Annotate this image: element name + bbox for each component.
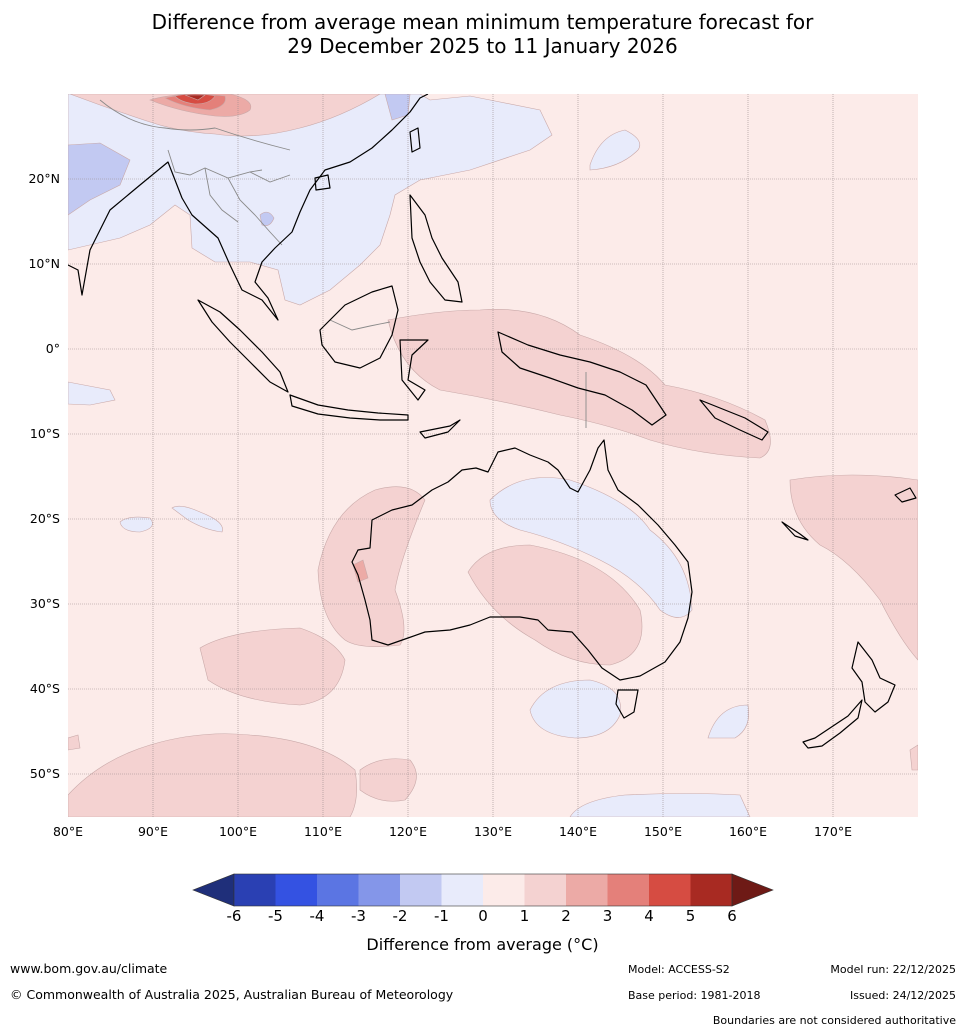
colorbar-segment [317,874,359,906]
colorbar [192,873,774,907]
colorbar-segment [607,874,649,906]
coastlines [68,94,917,749]
latitude-label: 20°S [29,511,60,527]
graticule [68,94,918,817]
colorbar-segment [483,874,525,906]
longitude-label: 160°E [728,824,767,839]
colorbar-segment [649,874,691,906]
tasmania-coastline [615,689,639,719]
colorbar-tick-label: 0 [478,907,488,925]
colorbar-segment [566,874,608,906]
colorbar-segment [690,874,732,906]
solomon-islands-coastline [699,399,769,441]
anomaly-fields [68,94,918,817]
cool-anomaly-indian-3 [171,505,223,533]
footer-model: Model: ACCESS-S2 [628,963,730,976]
timor-coastline [419,419,461,439]
warm-anomaly-southwest [68,733,357,817]
mainland-asia-coastline [68,94,429,321]
latitude-label: 10°S [29,426,60,442]
colorbar-tick-label: 1 [519,907,530,925]
longitude-label: 170°E [813,824,852,839]
warm-anomaly-south-central [359,758,417,802]
cool-anomaly-far-south [569,793,751,817]
longitude-label: 120°E [388,824,427,839]
footer-base-period: Base period: 1981-2018 [628,989,761,1002]
warm-anomaly-maritime-continent [387,309,771,459]
cool-anomaly-southern-ocean [529,679,621,739]
colorbar-segment [275,874,317,906]
colorbar-tick-label: -1 [434,907,449,925]
footer-model-run: Model run: 22/12/2025 [830,963,956,976]
cool-anomaly-northern-australia [489,477,693,618]
latitude-label: 30°S [29,596,60,612]
cool-anomaly-indian-west [68,381,116,406]
footer-website-link[interactable]: www.bom.gov.au/climate [10,961,168,976]
longitude-label: 130°E [473,824,512,839]
borneo-coastline [319,285,399,369]
philippines-coastline [409,194,463,303]
latitude-label: 20°N [28,171,60,187]
colorbar-tick-label: 3 [602,907,613,925]
colorbar-tick-label: -3 [351,907,366,925]
colorbar-tick-label: -2 [392,907,408,925]
new-zealand-north-island [851,641,896,713]
colorbar-tick-label: -4 [309,907,325,925]
colorbar-tick-label: 6 [727,907,737,925]
latitude-label: 0° [45,341,60,357]
longitude-label: 150°E [643,824,682,839]
footer-copyright: © Commonwealth of Australia 2025, Austra… [10,987,454,1002]
new-caledonia-coastline [781,521,809,541]
colorbar-tick-label: 4 [644,907,654,925]
colorbar-title: Difference from average (°C) [366,935,599,954]
warm-anomaly-southern-australia [467,544,643,666]
new-zealand-south-island [802,699,863,749]
warm-anomaly-pacific-east [789,474,918,661]
colorbar-segment [234,874,276,906]
longitude-label: 80°E [52,824,84,839]
cool-anomaly-pacific-north [589,129,641,171]
warm-anomaly-tasman-east [909,744,918,771]
longitude-label: 100°E [218,824,257,839]
colorbar-tick-label: 5 [685,907,696,925]
latitude-label: 50°S [29,766,60,782]
latitude-label: 40°S [29,681,60,697]
footer-issued: Issued: 24/12/2025 [849,989,956,1002]
country-borders [99,99,587,428]
warm-anomaly-western-australia [317,486,426,647]
hainan-coastline [314,174,331,191]
java-coastline [289,394,409,421]
australia-coastline [351,439,693,681]
colorbar-extend-high [731,873,774,907]
colorbar-segment [400,874,442,906]
new-guinea-coastline [497,331,667,426]
colorbar-tick-label: -6 [226,907,242,925]
map-title-line-1: Difference from average mean minimum tem… [151,10,814,34]
colorbar-outline [233,873,733,907]
cool-anomaly-tasman [707,704,749,739]
fiji-coastline [894,487,917,503]
colorbar-tick-label: 2 [561,907,571,925]
warm-anomaly-indian-edge [68,734,81,751]
map-title-line-2: 29 December 2025 to 11 January 2026 [287,34,678,58]
cool-anomaly-south-china-sea [68,94,553,306]
longitude-label: 90°E [137,824,169,839]
sumatra-coastline [197,299,289,393]
warm-anomaly-hotspot-core [184,94,206,101]
colorbar-extend-low [192,873,235,907]
colorbar-segment [524,874,566,906]
longitude-label: 110°E [303,824,342,839]
sulawesi-coastline [399,339,429,401]
longitude-label: 140°E [558,824,597,839]
cool-anomaly-indian-2 [119,516,153,533]
taiwan-coastline [409,127,421,153]
warm-anomaly-sw-coast [352,559,369,583]
latitude-label: 10°N [28,256,60,272]
footer-disclaimer: Boundaries are not considered authoritat… [712,1014,956,1027]
warm-anomaly-indian-south [199,627,346,706]
colorbar-segment [358,874,400,906]
colorbar-tick-label: -5 [268,907,283,925]
colorbar-segment [441,874,483,906]
